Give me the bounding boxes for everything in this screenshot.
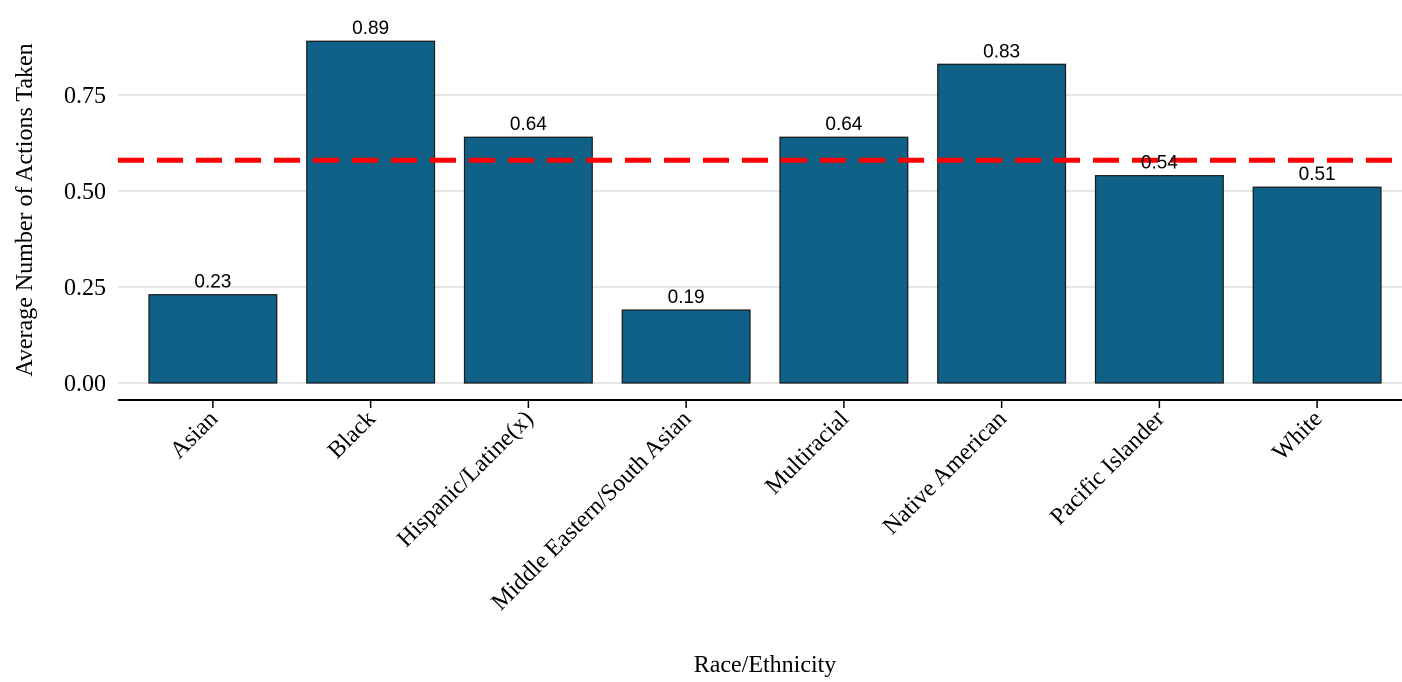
x-tick-label: Native American [878, 406, 1012, 540]
x-tick-label: Pacific Islander [1045, 406, 1169, 530]
data-label: 0.23 [194, 272, 231, 293]
data-label: 0.83 [983, 41, 1020, 62]
data-labels: 0.23 0.89 0.64 0.19 0.64 0.83 0.54 0.51 [194, 18, 1335, 308]
x-tick-label: Black [323, 406, 381, 464]
x-tick-label: Multiracial [760, 406, 854, 500]
bar-multiracial [779, 136, 909, 384]
x-tick-label: Asian [165, 406, 223, 464]
data-label: 0.89 [352, 18, 389, 39]
bar-white [1252, 186, 1382, 384]
y-tick-label: 0.25 [64, 275, 106, 301]
data-label: 0.64 [510, 114, 547, 135]
y-tick-label: 0.00 [64, 371, 106, 397]
bar-pacific-islander [1094, 175, 1224, 384]
y-axis: 0.00 0.25 0.50 0.75 [64, 83, 106, 397]
bar-middle-eastern-south-asian [621, 309, 751, 384]
x-axis: Asian Black Hispanic/Latine(x)Middle Easte… [118, 399, 1402, 616]
data-label: 0.51 [1299, 164, 1336, 185]
x-tick-label: Hispanic/Latine(x) [392, 406, 539, 553]
data-label: 0.19 [668, 287, 705, 308]
y-tick-label: 0.75 [64, 83, 106, 109]
bar-native-american [937, 63, 1067, 384]
x-tick-label: White [1268, 406, 1328, 466]
bar-black [306, 40, 436, 384]
bar-asian [148, 294, 278, 384]
y-tick-label: 0.50 [64, 179, 106, 205]
data-label: 0.54 [1141, 153, 1178, 174]
x-axis-title: Race/Ethnicity [694, 652, 837, 678]
bar-hispanic-latine-x- [463, 136, 593, 384]
bars [148, 40, 1382, 384]
data-label: 0.64 [825, 114, 862, 135]
y-axis-title: Average Number of Actions Taken [12, 43, 38, 376]
